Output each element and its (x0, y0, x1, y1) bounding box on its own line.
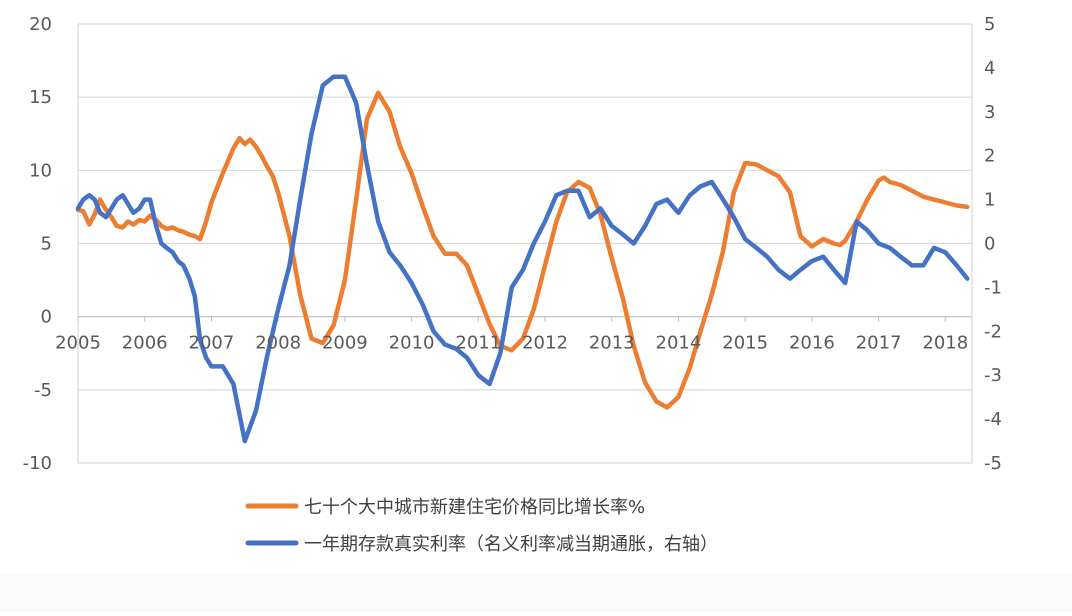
x-tick-label: 2018 (922, 333, 968, 354)
y-right-tick-label: 1 (984, 190, 995, 211)
x-tick-label: 2014 (656, 333, 702, 354)
y-right-tick-label: 2 (984, 146, 995, 167)
legend-label-real-rate: 一年期存款真实利率（名义利率减当期通胀，右轴） (304, 534, 718, 555)
y-left-tick-label: -5 (34, 380, 52, 401)
y-right-tick-label: 3 (984, 102, 995, 123)
axes (77, 24, 973, 463)
x-tick-label: 2017 (856, 333, 902, 354)
series-lines (75, 74, 970, 444)
y-left-tick-label: 15 (29, 87, 52, 108)
legend-label-housing-price: 七十个大中城市新建住宅价格同比增长率% (304, 497, 645, 518)
y-left-tick-label: 0 (41, 307, 52, 328)
x-tick-label: 2010 (389, 333, 435, 354)
gridlines (78, 23, 972, 464)
x-tick-label: 2009 (322, 333, 368, 354)
x-tick-label: 2007 (189, 333, 235, 354)
y-left-tick-label: 10 (29, 160, 52, 181)
y-left-tick-label: 20 (29, 14, 52, 35)
bottom-margin (0, 575, 1072, 612)
y-left-tick-label: 5 (41, 234, 52, 255)
y-right-tick-label: 5 (984, 14, 995, 35)
y-left-tick-label: -10 (23, 453, 52, 474)
y-right-tick-label: -2 (984, 321, 1002, 342)
y-right-tick-label: -4 (984, 409, 1002, 430)
x-tick-label: 2006 (122, 333, 168, 354)
x-tick-label: 2016 (789, 333, 835, 354)
x-tick-label: 2005 (55, 333, 101, 354)
series-line-housing-price (75, 90, 970, 410)
x-tick-label: 2012 (522, 333, 568, 354)
x-tick-label: 2008 (255, 333, 301, 354)
y-right-tick-label: 4 (984, 58, 995, 79)
y-right-tick-label: -1 (984, 277, 1002, 298)
series-line-real-rate (75, 74, 970, 444)
x-tick-label: 2015 (722, 333, 768, 354)
x-tick-label: 2011 (455, 333, 501, 354)
legend: 七十个大中城市新建住宅价格同比增长率% 一年期存款真实利率（名义利率减当期通胀，… (245, 497, 718, 555)
x-tick-label: 2013 (589, 333, 635, 354)
y-right-tick-label: 0 (984, 234, 995, 255)
y-right-tick-label: -3 (984, 365, 1002, 386)
y-right-tick-label: -5 (984, 453, 1002, 474)
